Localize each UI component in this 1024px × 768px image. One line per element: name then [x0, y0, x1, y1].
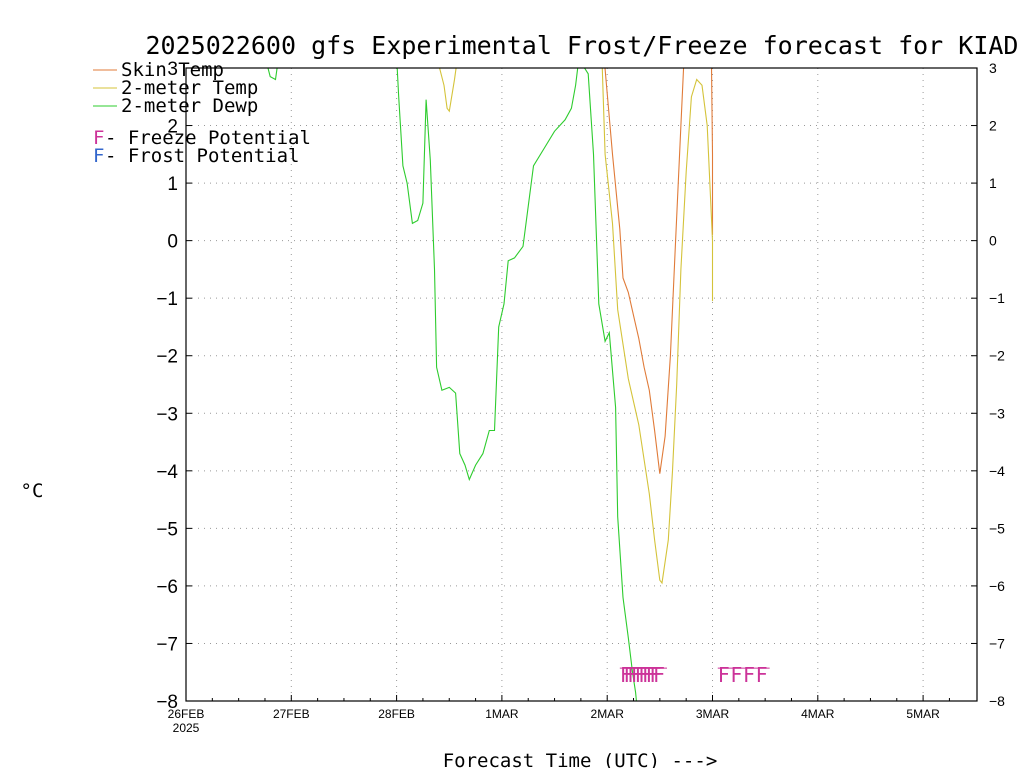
y-tick-label-right: −8 — [989, 693, 1005, 709]
y-tick-label-right: 3 — [989, 60, 997, 76]
freeze-potential-marker: F — [653, 663, 665, 687]
legend-entry: - Freeze Potential — [105, 127, 311, 149]
y-tick-label-right: 1 — [989, 175, 997, 191]
grid — [186, 67, 977, 702]
freeze-potential-marker: F — [756, 663, 768, 687]
plot-frame — [185, 67, 978, 702]
freeze-potential-marker: F — [649, 663, 661, 687]
freeze-potential-marker: F — [642, 663, 654, 687]
y-tick-label-left: −4 — [156, 462, 178, 483]
y-tick-label-right: −7 — [989, 635, 1005, 651]
freeze-potential-marker: F — [718, 663, 730, 687]
y-tick-label-right: −6 — [989, 578, 1005, 594]
series-line-2-meter-dewp — [267, 68, 637, 701]
x-axis-label: Forecast Time (UTC) ---> — [443, 750, 718, 768]
y-tick-label-right: −1 — [989, 290, 1005, 306]
legend-symbol: F — [93, 145, 104, 167]
x-tick-label: 4MAR — [801, 707, 835, 721]
y-tick-label-left: −5 — [156, 519, 178, 540]
freeze-potential-marker: F — [638, 663, 650, 687]
freeze-potential-marker: F — [635, 663, 647, 687]
y-tick-label-left: −1 — [156, 289, 178, 310]
y-tick-label-right: −4 — [989, 463, 1005, 479]
freeze-potential-marker: F — [620, 663, 632, 687]
x-tick-label: 26FEB — [168, 707, 205, 721]
y-tick-label-left: 0 — [167, 232, 178, 253]
x-tick-label: 1MAR — [485, 707, 519, 721]
x-tick-sublabel: 2025 — [173, 721, 200, 735]
y-tick-label-left: −2 — [156, 347, 178, 368]
x-tick-label: 2MAR — [591, 707, 625, 721]
y-tick-label-left: −3 — [156, 404, 178, 425]
legend-entry: 2-meter Dewp — [121, 95, 258, 117]
y-tick-label-right: −5 — [989, 520, 1005, 536]
freeze-potential-marker: F — [627, 663, 639, 687]
y-tick-label-left: −6 — [156, 577, 178, 598]
freeze-potential-marker: F — [624, 663, 636, 687]
y-axis-label: °C — [21, 480, 44, 502]
x-tick-label: 27FEB — [273, 707, 310, 721]
series-lines — [267, 68, 714, 701]
y-tick-label-left: 2 — [167, 117, 178, 138]
legend-entry: 2-meter Temp — [121, 77, 258, 99]
legend-symbol: F — [93, 127, 104, 149]
freeze-potential-marker: F — [730, 663, 742, 687]
legend-entry: - Frost Potential — [105, 145, 299, 167]
freeze-potential-marker: F — [646, 663, 658, 687]
y-tick-label-left: 1 — [167, 174, 178, 195]
series-line-2-meter-temp — [438, 68, 714, 585]
chart-title: 2025022600 gfs Experimental Frost/Freeze… — [146, 31, 1019, 60]
y-tick-label-left: −7 — [156, 634, 178, 655]
freeze-potential-marker: F — [743, 663, 755, 687]
legend-entry: Skin Temp — [121, 59, 224, 81]
x-tick-label: 3MAR — [696, 707, 730, 721]
y-tick-label-left: −8 — [156, 692, 178, 713]
x-tick-label: 28FEB — [378, 707, 415, 721]
y-tick-label-left: 3 — [167, 59, 178, 80]
y-tick-label-right: 0 — [989, 233, 997, 249]
y-tick-label-right: −3 — [989, 405, 1005, 421]
y-tick-label-right: 2 — [989, 118, 997, 134]
series-line-skin-temp — [604, 68, 714, 474]
x-tick-label: 5MAR — [906, 707, 940, 721]
y-tick-label-right: −2 — [989, 348, 1005, 364]
y-axis-ticks: −8 −8 −7 −7 −6 −6 −5 −5 −4 −4 −3 −3 −2 −2 −1 −1 0 0 1 1 2 2 3 3 — [156, 59, 1005, 713]
freeze-potential-marker: F — [631, 663, 643, 687]
